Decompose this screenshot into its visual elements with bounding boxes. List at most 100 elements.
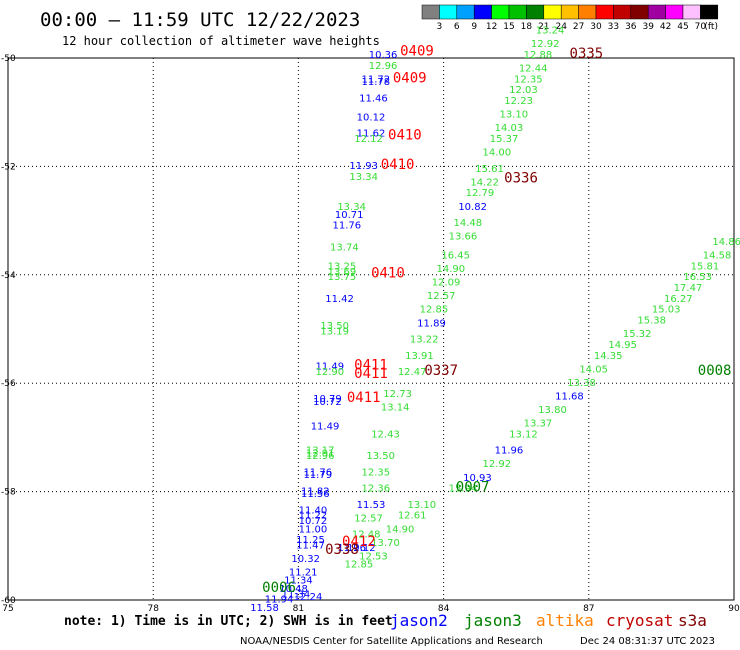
wave-height-point: 14.48 <box>453 218 482 229</box>
wave-height-point: 11.46 <box>359 93 388 104</box>
colorbar-legend: 3 6 9 12 15 18 21 24 27 30 33 36 39 42 45 70(ft) <box>421 4 719 32</box>
colorbar-unit: (ft) <box>704 22 718 32</box>
wave-height-point: 12.43 <box>371 429 400 440</box>
footer-note: note: 1) Time is in UTC; 2) SWH is in fe… <box>64 614 393 629</box>
wave-height-point: 15.61 <box>475 164 504 175</box>
wave-height-point: 14.58 <box>703 251 732 262</box>
wave-height-point: 12.53 <box>359 551 388 562</box>
chart-title: 00:00 – 11:59 UTC 12/22/2023 <box>40 9 360 31</box>
wave-height-point: 11.76 <box>303 467 332 478</box>
wave-height-point: 12.79 <box>466 188 495 199</box>
wave-height-point: 12.96 <box>369 61 398 72</box>
wave-height-point: 11.49 <box>311 421 340 432</box>
wave-height-point: 10.71 <box>335 210 364 221</box>
plot-frame <box>7 57 735 601</box>
plot-area: 75 78 81 84 87 90-50-52-54-56-58-6010.3612.96… <box>1 26 740 614</box>
wave-height-point: 10.48 <box>279 584 308 595</box>
wave-height-point: 13.34 <box>337 202 366 213</box>
colorbar-swatch <box>595 4 614 20</box>
pass-time-label: 0410 <box>388 127 422 143</box>
wave-height-point: 13.17 <box>306 446 335 457</box>
wave-height-point: 12.92 <box>531 39 560 50</box>
wave-height-point: 13.19 <box>320 326 349 337</box>
wave-height-point: 10.32 <box>291 554 320 565</box>
footer-timestamp: Dec 24 08:31:37 UTC 2023 <box>580 636 715 647</box>
pass-time-label: 0336 <box>504 171 538 187</box>
wave-height-point: 11.72 <box>362 74 391 85</box>
wave-height-point: 15.37 <box>490 134 519 145</box>
colorbar-label: 39 <box>642 22 654 32</box>
wave-height-point: 13.10 <box>407 500 436 511</box>
colorbar-label: 18 <box>521 22 533 32</box>
wave-height-point: 14.86 <box>712 237 740 248</box>
colorbar-swatch <box>647 4 666 20</box>
wave-height-point: 11.22 <box>299 511 328 522</box>
wave-height-point: 12.57 <box>427 291 456 302</box>
wave-height-point: 11.25 <box>296 535 325 546</box>
pass-time-label: 0410 <box>371 266 405 282</box>
colorbar-swatch <box>439 4 458 20</box>
wave-height-point: 10.72 <box>299 516 328 527</box>
wave-height-point: 12.09 <box>432 278 461 289</box>
wave-height-point: 13.70 <box>371 538 400 549</box>
colorbar-label: 15 <box>503 22 514 32</box>
pass-time-label: 0006 <box>262 580 296 596</box>
colorbar-swatch <box>613 4 632 20</box>
colorbar-swatch <box>700 4 719 20</box>
wave-height-point: 17.47 <box>674 283 703 294</box>
wave-height-point: 10.79 <box>313 394 342 405</box>
colorbar-swatch <box>421 4 440 20</box>
wave-height-point: 12.35 <box>514 74 543 85</box>
wave-height-point: 16.53 <box>683 272 712 283</box>
wave-height-point: 12.03 <box>509 85 538 96</box>
wave-height-point: 11.00 <box>299 524 328 535</box>
x-tick-label: 75 <box>2 604 13 614</box>
wave-height-point: 12.44 <box>519 64 548 75</box>
wave-height-point: 13.80 <box>538 405 567 416</box>
wave-height-point: 12.35 <box>362 467 391 478</box>
wave-height-point: 14.22 <box>470 177 499 188</box>
pass-time-label: 0409 <box>400 43 434 59</box>
y-tick-label: -58 <box>1 488 16 498</box>
x-tick-label: 78 <box>147 604 159 614</box>
wave-height-point: 14.90 <box>386 524 415 535</box>
colorbar-label: 21 <box>538 22 549 32</box>
wave-height-point: 16.45 <box>441 251 470 262</box>
wave-height-point: 14.03 <box>495 123 524 134</box>
wave-height-point: 10.82 <box>458 202 487 213</box>
wave-height-point: 13.75 <box>328 272 357 283</box>
wave-height-point: 12.88 <box>524 50 553 61</box>
wave-height-point: 11.78 <box>362 77 391 88</box>
wave-height-point: 11.47 <box>296 541 325 552</box>
footer-agency: NOAA/NESDIS Center for Satellite Applica… <box>240 636 543 647</box>
wave-height-point: 14.05 <box>579 364 608 375</box>
wave-height-point: 13.24 <box>536 26 565 37</box>
colorbar-swatch <box>491 4 510 20</box>
wave-height-point: 11.34 <box>284 576 313 587</box>
colorbar-label: 6 <box>454 22 460 32</box>
legend-altika: altika <box>536 611 594 630</box>
colorbar-swatch <box>473 4 492 20</box>
pass-time-label: 0335 <box>570 46 604 62</box>
wave-height-point: 11.42 <box>325 294 354 305</box>
wave-height-point: 12.96 <box>306 451 335 462</box>
y-tick-label: -54 <box>1 271 16 281</box>
y-tick-label: -56 <box>1 379 16 389</box>
wave-height-point: 13.91 <box>405 351 434 362</box>
colorbar-label: 9 <box>471 22 477 32</box>
colorbar-label: 27 <box>573 22 584 32</box>
colorbar-swatch <box>508 4 527 20</box>
wave-height-point: 11.40 <box>299 505 328 516</box>
colorbar-label: 70 <box>695 22 707 32</box>
wave-height-point: 13.66 <box>449 232 478 243</box>
pass-time-label: 0409 <box>393 70 427 86</box>
colorbar-swatch <box>526 4 545 20</box>
wave-height-point: 11.76 <box>332 221 361 232</box>
pass-time-label: 0411 <box>347 390 381 406</box>
wave-height-point: 12.85 <box>345 559 374 570</box>
pass-time-label: 0410 <box>381 157 415 173</box>
wave-height-point: 14.95 <box>608 340 637 351</box>
legend-jason2: jason2 <box>390 611 448 630</box>
wave-height-point: 12.91 <box>306 448 335 459</box>
